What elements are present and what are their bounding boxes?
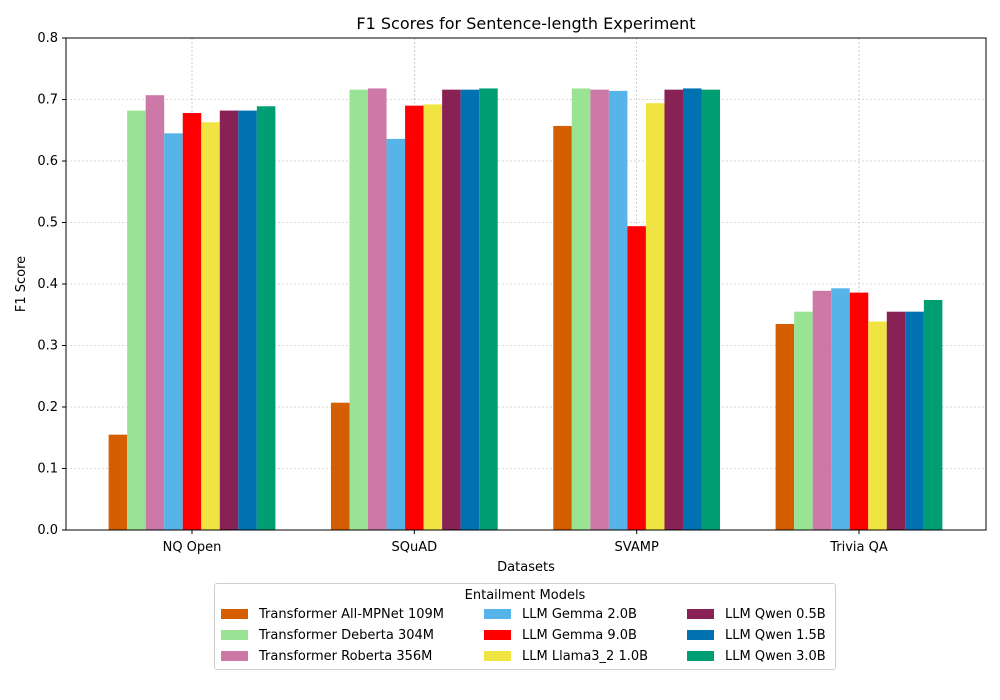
bar [201, 122, 220, 530]
bar [701, 89, 721, 530]
bar [460, 89, 480, 530]
bar [627, 226, 646, 530]
bar [812, 290, 832, 530]
x-axis: NQ Open SQuAD SVAMP Trivia QA [163, 530, 888, 555]
bar [590, 89, 609, 530]
bar [682, 88, 702, 531]
bar [127, 110, 146, 530]
legend-label: Transformer Deberta 304M [259, 628, 434, 643]
bar [831, 288, 850, 530]
legend-label: LLM Gemma 9.0B [522, 628, 637, 643]
legend-item: LLM Qwen 0.5B [687, 606, 826, 624]
legend: Entailment Models Transformer All-MPNet … [214, 583, 836, 670]
bar [442, 89, 461, 530]
bar [886, 311, 906, 530]
legend-label: Transformer All-MPNet 109M [259, 607, 444, 622]
legend-title: Entailment Models [464, 588, 586, 603]
y-tick-label: 0.0 [37, 523, 58, 538]
legend-label: LLM Qwen 3.0B [725, 649, 826, 664]
y-tick-label: 0.3 [37, 339, 58, 354]
bar [405, 105, 424, 531]
legend-item: LLM Gemma 9.0B [484, 627, 637, 645]
chart-title: F1 Scores for Sentence-length Experiment [356, 14, 695, 33]
y-tick-label: 0.1 [37, 462, 58, 477]
y-tick-label: 0.4 [37, 277, 58, 292]
bar [423, 104, 443, 531]
y-tick-label: 0.6 [37, 154, 58, 169]
bar [794, 311, 813, 530]
legend-swatch [221, 650, 248, 661]
y-axis: 0.0 0.1 0.2 0.3 0.4 0.5 0.6 0.7 0.8 [37, 31, 66, 538]
bars [108, 88, 943, 531]
x-axis-label: Datasets [497, 560, 555, 575]
y-tick-label: 0.5 [37, 216, 58, 231]
legend-swatch [221, 629, 248, 640]
bar [479, 88, 498, 531]
bar [219, 110, 239, 530]
legend-swatch [687, 608, 714, 619]
bar [349, 89, 369, 530]
bar [108, 434, 128, 530]
legend-swatch [484, 608, 511, 619]
bar [608, 90, 628, 530]
bar [368, 88, 387, 531]
y-tick-label: 0.8 [37, 31, 58, 46]
legend-swatch [687, 629, 714, 640]
x-tick-label: Trivia QA [829, 540, 888, 555]
legend-item: LLM Llama3_2 1.0B [484, 648, 648, 666]
x-tick-label: SQuAD [392, 540, 438, 555]
bar [645, 103, 665, 530]
y-tick-label: 0.7 [37, 93, 58, 108]
bar [775, 323, 795, 530]
legend-label: LLM Qwen 0.5B [725, 607, 826, 622]
legend-swatch [687, 650, 714, 661]
legend-label: LLM Qwen 1.5B [725, 628, 826, 643]
bar [868, 321, 887, 530]
legend-swatch [484, 629, 511, 640]
bar [164, 133, 183, 530]
legend-label: Transformer Roberta 356M [259, 649, 433, 664]
bar [905, 311, 924, 530]
bar [386, 138, 406, 531]
legend-label: LLM Llama3_2 1.0B [522, 649, 649, 664]
legend-swatch [221, 608, 248, 619]
bar [182, 113, 202, 530]
bar [571, 88, 591, 531]
legend-item: LLM Qwen 1.5B [687, 627, 826, 645]
y-axis-label: F1 Score [14, 256, 29, 312]
bar [256, 106, 276, 530]
legend-item: Transformer Deberta 304M [221, 627, 434, 645]
bar [238, 110, 257, 530]
legend-item: LLM Qwen 3.0B [687, 648, 826, 666]
x-tick-label: NQ Open [163, 540, 222, 555]
legend-swatch [484, 650, 511, 661]
y-tick-label: 0.2 [37, 400, 58, 415]
legend-item: Transformer Roberta 356M [221, 648, 432, 666]
bar [849, 292, 869, 530]
bar-chart: F1 Scores for Sentence-length Experiment… [14, 14, 987, 575]
legend-item: Transformer All-MPNet 109M [221, 606, 444, 624]
bar [145, 95, 165, 530]
bar [330, 402, 350, 530]
x-tick-label: SVAMP [615, 540, 659, 555]
legend-item: LLM Gemma 2.0B [484, 606, 637, 624]
bar [553, 125, 572, 530]
bar [664, 89, 683, 530]
bar [923, 299, 943, 530]
legend-label: LLM Gemma 2.0B [522, 607, 637, 622]
